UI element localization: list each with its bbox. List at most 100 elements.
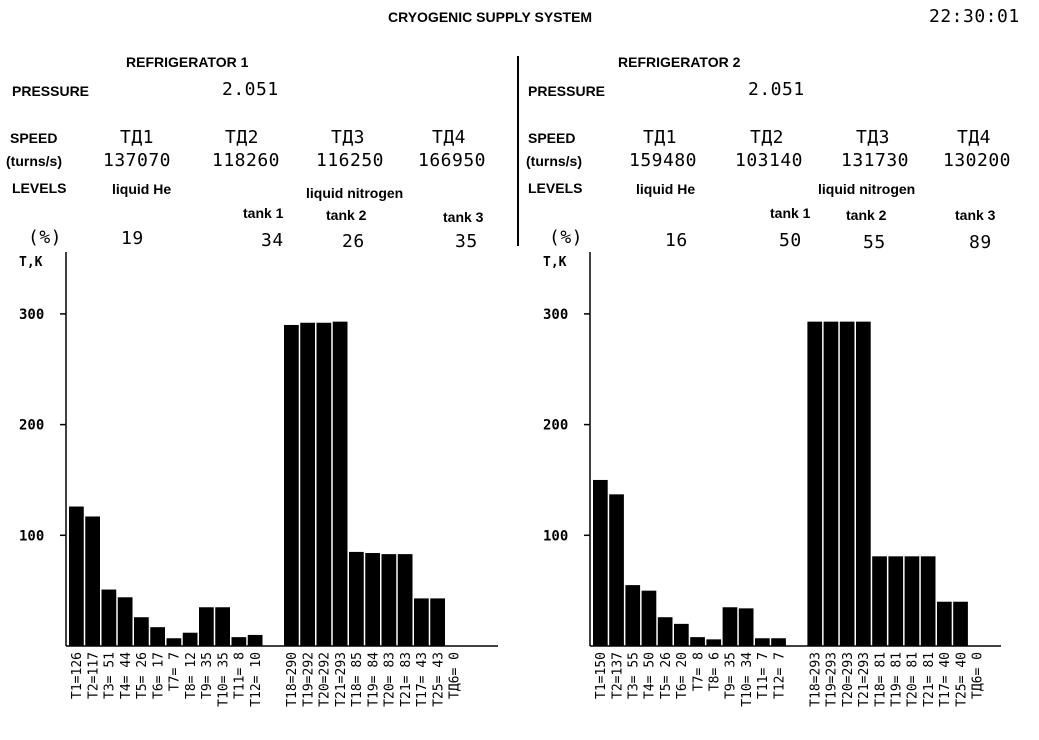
sensor-label: T18=290 — [285, 652, 300, 707]
temperature-bar — [755, 638, 770, 646]
temperature-bar — [920, 556, 936, 646]
turbine-3-label: TД3 — [856, 127, 891, 148]
refrigerator-2-title: REFRIGERATOR 2 — [618, 54, 741, 70]
sensor-label: T5= 26 — [659, 652, 674, 699]
sensor-label: T11= 7 — [756, 652, 771, 699]
turbine-2-label: TД2 — [750, 127, 785, 148]
tank-1-label: tank 1 — [243, 205, 284, 221]
pressure-value: 2.051 — [222, 79, 279, 100]
level-tank-2: 26 — [342, 231, 365, 252]
turbine-3-speed: 116250 — [316, 150, 385, 171]
liquid-he-label: liquid He — [112, 181, 172, 197]
temperature-bar — [738, 608, 754, 646]
sensor-label: T12= 7 — [772, 652, 787, 699]
sensor-label: T17= 43 — [415, 652, 430, 707]
level-tank-3: 89 — [969, 232, 992, 253]
sensor-label: T18= 85 — [350, 652, 365, 707]
temperature-bar — [300, 322, 315, 646]
temperature-bar — [690, 637, 705, 646]
sensor-label: T10= 34 — [740, 652, 755, 707]
refrigerator-1-title: REFRIGERATOR 1 — [126, 54, 249, 70]
sensor-label: T3= 51 — [103, 652, 118, 699]
tank-2-label: tank 2 — [846, 207, 887, 223]
sensor-label: T19=292 — [301, 652, 316, 707]
clock: 22:30:01 — [929, 6, 1020, 27]
level-tank-3: 35 — [455, 231, 478, 252]
sensor-label: T1=126 — [70, 652, 85, 699]
temperature-bar — [117, 597, 133, 646]
turbine-3-label: TД3 — [331, 127, 366, 148]
level-tank-1: 50 — [779, 230, 802, 251]
turbine-1-label: TД1 — [643, 127, 678, 148]
temperature-bar — [231, 637, 247, 646]
temperature-bar — [657, 617, 673, 646]
system-title: CRYOGENIC SUPPLY SYSTEM — [388, 9, 593, 25]
panel-divider — [517, 56, 519, 246]
temperature-bar — [722, 607, 738, 646]
tank-2-label: tank 2 — [326, 207, 367, 223]
sensor-label: T11= 8 — [233, 652, 248, 699]
sensor-label: T7= 8 — [691, 652, 706, 691]
temperature-bar — [706, 639, 722, 646]
sensor-label: T20= 83 — [383, 652, 398, 707]
temperature-bar — [872, 556, 887, 646]
sensor-label: T25= 43 — [431, 652, 446, 707]
temperature-bar — [365, 553, 380, 646]
temperature-bar — [625, 585, 641, 646]
sensor-label: T18= 81 — [873, 652, 888, 707]
y-axis-label: T,K — [543, 255, 567, 270]
temperature-bar — [953, 601, 968, 646]
pressure-label: PRESSURE — [528, 83, 606, 99]
sensor-label: T8= 12 — [184, 652, 199, 699]
sensor-label: T25= 40 — [954, 652, 969, 707]
temperature-bar — [807, 321, 823, 646]
percent-label: (%) — [549, 227, 584, 248]
temperature-bar — [332, 321, 348, 646]
y-tick-label: 200 — [19, 418, 44, 434]
y-tick-label: 100 — [543, 528, 568, 544]
turbine-4-label: TД4 — [432, 127, 467, 148]
percent-label: (%) — [28, 227, 63, 248]
sensor-label: T3= 55 — [627, 652, 642, 699]
temperature-bar — [381, 554, 397, 646]
temperature-bar — [904, 556, 920, 646]
level-he: 19 — [121, 228, 144, 249]
sensor-label: T4= 44 — [119, 652, 134, 699]
temperature-bar — [166, 638, 182, 646]
temperature-bar — [69, 506, 84, 646]
levels-label: LEVELS — [528, 180, 583, 196]
y-tick-label: 100 — [19, 528, 44, 544]
turbine-1-speed: 137070 — [103, 150, 172, 171]
temperature-bar — [823, 321, 839, 646]
speed-label: SPEED — [10, 130, 58, 146]
sensor-label: T21=293 — [334, 652, 349, 707]
turbine-4-speed: 130200 — [943, 150, 1012, 171]
sensor-label: T20=292 — [318, 652, 333, 707]
sensor-label: T21=293 — [857, 652, 872, 707]
liquid-nitrogen-label: liquid nitrogen — [818, 181, 916, 197]
sensor-label: T2=117 — [86, 652, 101, 699]
sensor-label: T19=293 — [825, 652, 840, 707]
temperature-bar — [182, 632, 198, 646]
temperature-bar — [397, 554, 413, 646]
sensor-label: T6= 20 — [675, 652, 690, 699]
turbine-1-speed: 159480 — [629, 150, 698, 171]
temperature-bar — [101, 589, 117, 646]
tank-1-label: tank 1 — [770, 205, 811, 221]
temperature-bar — [134, 617, 149, 646]
sensor-label: T21= 83 — [399, 652, 414, 707]
sensor-label: T21= 81 — [922, 652, 937, 707]
turbine-3-speed: 131730 — [841, 150, 910, 171]
levels-label: LEVELS — [12, 180, 67, 196]
level-he: 16 — [665, 230, 688, 251]
turbine-4-label: TД4 — [957, 127, 992, 148]
sensor-label: T8= 6 — [708, 652, 723, 691]
sensor-label: T17= 40 — [938, 652, 953, 707]
temperature-bar — [414, 598, 429, 646]
sensor-label: T20=293 — [841, 652, 856, 707]
temperature-bar — [284, 324, 299, 646]
temperature-bar — [593, 479, 608, 646]
y-axis-label: T,K — [19, 255, 43, 270]
pressure-value: 2.051 — [748, 79, 805, 100]
